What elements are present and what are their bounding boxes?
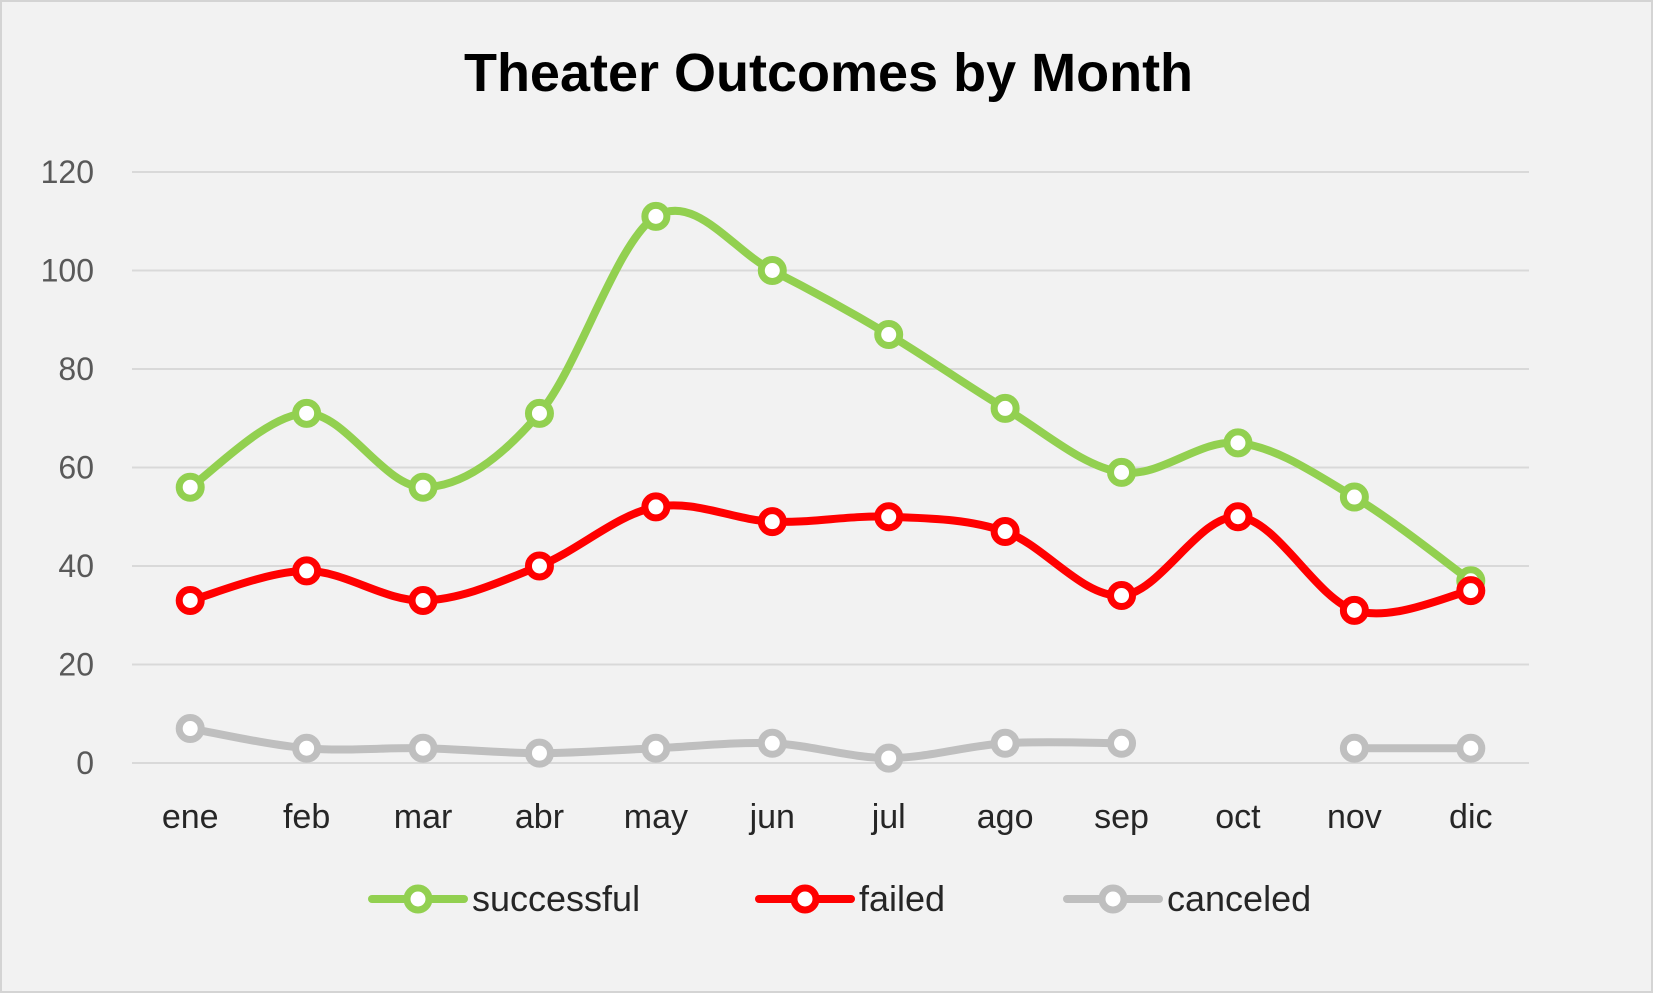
data-point-failed (1107, 581, 1137, 611)
series-failed (175, 492, 1486, 625)
y-tick-label: 40 (58, 548, 94, 584)
data-point-successful (641, 201, 671, 231)
data-point-successful (408, 472, 438, 502)
data-point-successful (1107, 457, 1137, 487)
x-tick-label: oct (1215, 798, 1261, 836)
data-point-canceled (990, 728, 1020, 758)
x-tick-label: dic (1449, 798, 1492, 836)
data-point-canceled (874, 743, 904, 773)
data-point-successful (990, 393, 1020, 423)
legend-label: successful (472, 878, 640, 919)
x-tick-label: jun (749, 798, 795, 836)
data-point-failed (1456, 576, 1486, 606)
data-point-failed (1339, 595, 1369, 625)
data-point-successful (874, 320, 904, 350)
series-canceled (175, 714, 1486, 773)
x-tick-label: ene (162, 798, 219, 836)
x-tick-label: mar (394, 798, 453, 836)
x-tick-label: nov (1327, 798, 1382, 836)
data-point-successful (524, 398, 554, 428)
data-point-canceled (292, 733, 322, 763)
data-point-failed (175, 585, 205, 615)
data-point-canceled (1107, 728, 1137, 758)
series-successful (175, 201, 1486, 596)
data-point-canceled (408, 733, 438, 763)
y-tick-label: 0 (76, 745, 94, 781)
data-point-failed (292, 556, 322, 586)
x-tick-label: ago (977, 798, 1034, 836)
data-point-successful (757, 256, 787, 285)
data-point-canceled (175, 714, 205, 744)
x-tick-label: may (624, 798, 688, 836)
data-point-failed (1223, 502, 1253, 532)
data-point-failed (408, 585, 438, 615)
y-tick-label: 100 (41, 253, 94, 289)
legend-marker (1098, 884, 1128, 914)
x-tick-label: abr (515, 798, 564, 836)
y-tick-label: 20 (58, 647, 94, 683)
data-point-successful (1223, 428, 1253, 458)
data-point-failed (524, 551, 554, 581)
x-tick-label: jul (871, 798, 906, 836)
data-point-failed (641, 492, 671, 522)
data-point-canceled (524, 738, 554, 768)
y-tick-label: 120 (41, 154, 94, 190)
chart-title: Theater Outcomes by Month (463, 43, 1194, 103)
data-point-failed (874, 502, 904, 532)
data-point-canceled (1456, 733, 1486, 763)
data-point-canceled (757, 728, 787, 758)
data-point-canceled (1339, 733, 1369, 763)
data-point-canceled (641, 733, 671, 763)
legend-label: canceled (1167, 878, 1311, 919)
x-tick-label: sep (1094, 798, 1149, 836)
data-point-failed (757, 507, 787, 537)
x-tick-label: feb (283, 798, 330, 836)
legend-item-successful: successful (368, 878, 640, 919)
legend-marker (403, 884, 433, 914)
y-tick-label: 80 (58, 351, 94, 387)
legend-marker (790, 884, 820, 914)
data-point-successful (292, 398, 322, 428)
legend-item-failed: failed (755, 878, 945, 919)
data-point-successful (1339, 482, 1369, 512)
series-line-successful (186, 206, 1475, 585)
data-point-failed (990, 517, 1020, 547)
y-tick-label: 60 (58, 450, 94, 486)
legend-item-canceled: canceled (1063, 878, 1311, 919)
legend-label: failed (859, 878, 945, 919)
series-line-failed (186, 501, 1475, 618)
data-point-successful (175, 472, 205, 502)
